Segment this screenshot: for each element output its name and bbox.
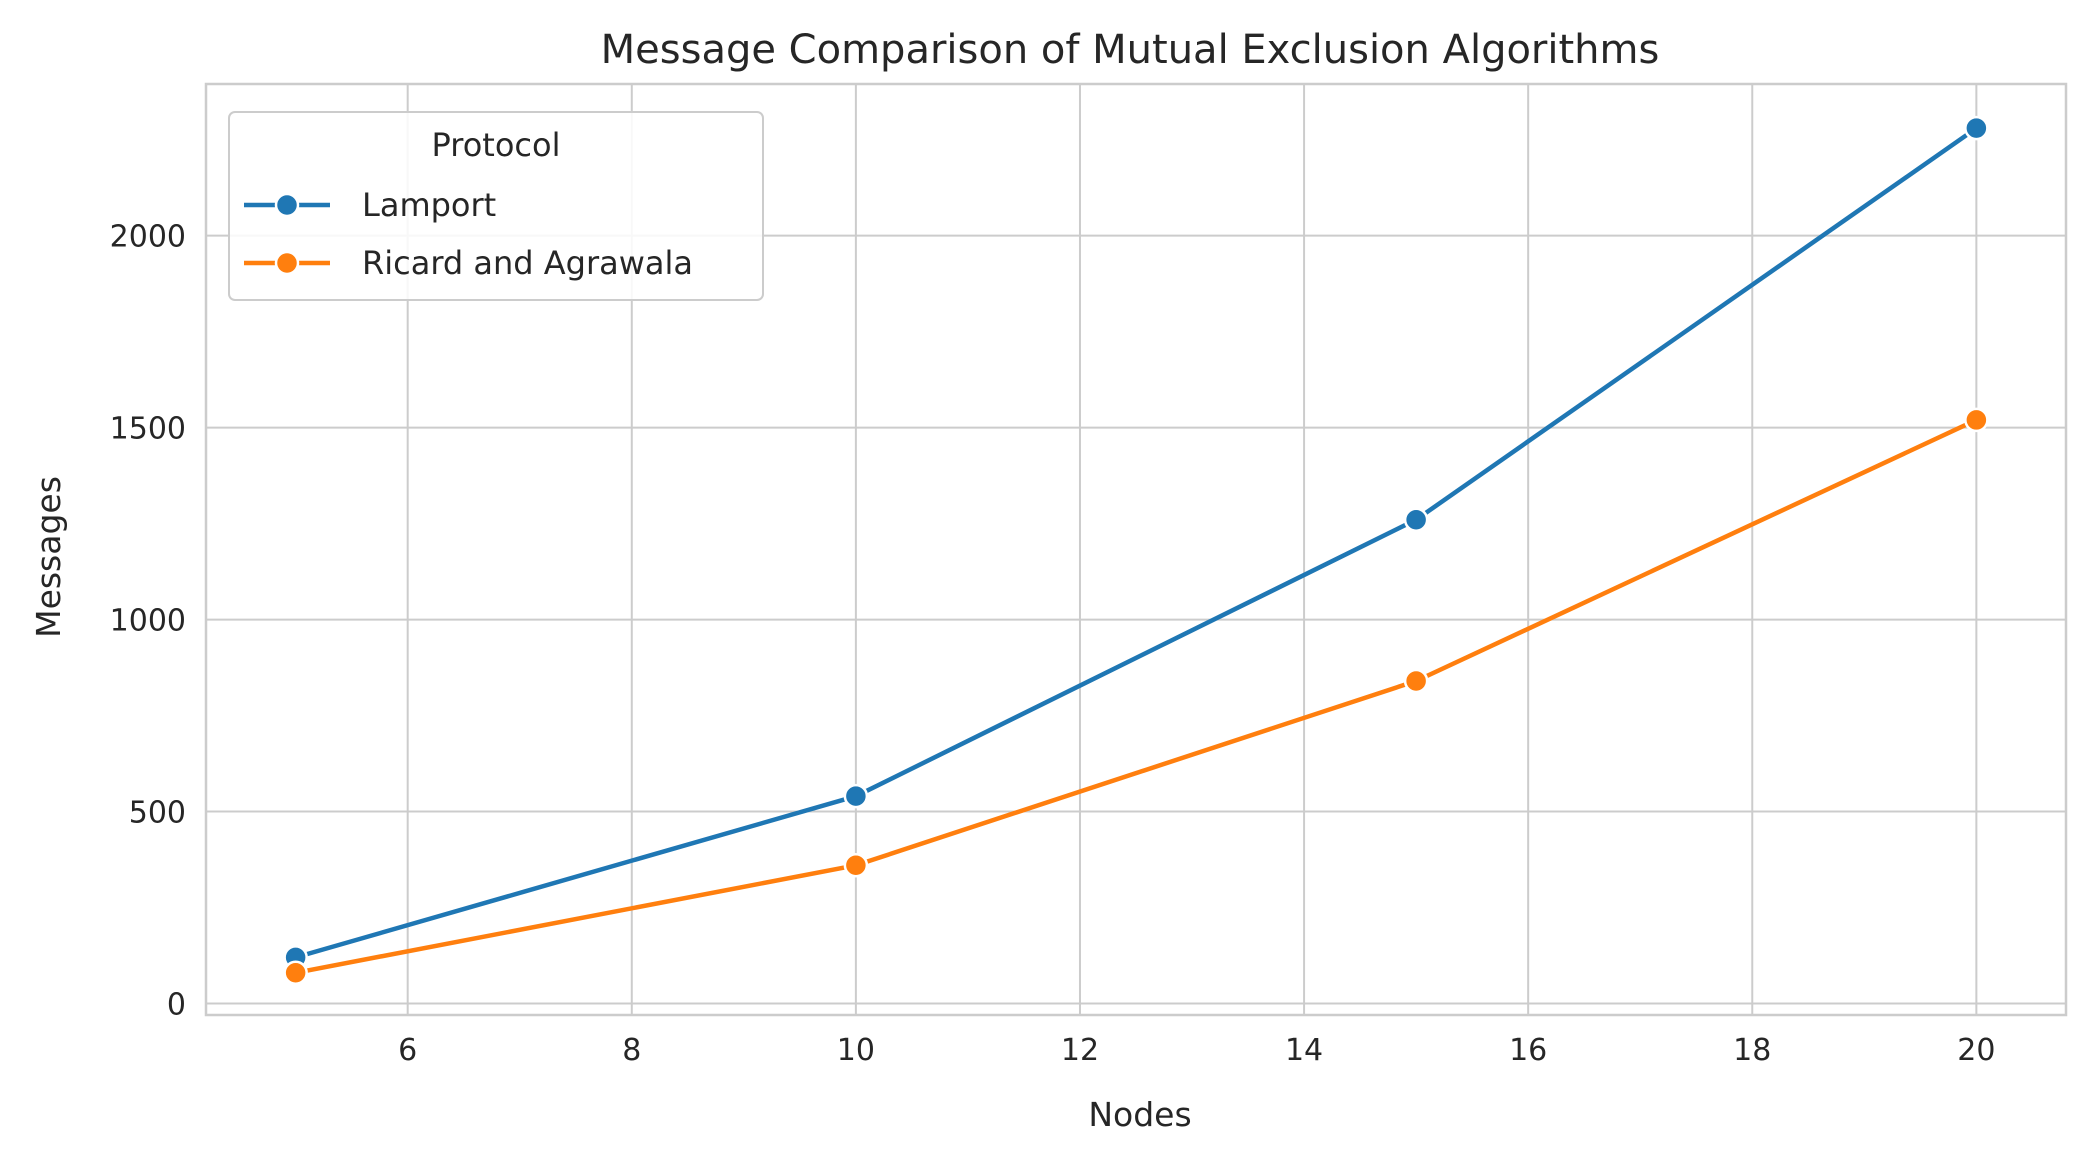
grid-lines xyxy=(206,84,2066,1015)
series-line xyxy=(293,125,1979,960)
y-tick-label: 0 xyxy=(167,987,186,1022)
x-axis-label: Nodes xyxy=(1088,1095,1191,1134)
chart-title: Message Comparison of Mutual Exclusion A… xyxy=(601,27,1660,73)
plot-frame xyxy=(204,82,2068,1017)
legend-marker xyxy=(274,250,300,276)
legend: Protocol Lamport Ricard and Agrawala xyxy=(228,111,764,301)
data-point xyxy=(843,783,869,809)
x-tick-label: 20 xyxy=(1957,1033,1995,1068)
y-axis-ticks: 0 500 1000 1500 2000 xyxy=(110,220,186,1023)
data-point xyxy=(1403,668,1429,694)
y-tick-label: 1000 xyxy=(110,604,186,639)
legend-items: Lamport Ricard and Agrawala xyxy=(244,186,693,282)
y-tick-label: 2000 xyxy=(110,220,186,255)
legend-item-1: Lamport xyxy=(244,186,496,224)
data-point xyxy=(283,960,308,986)
x-tick-label: 18 xyxy=(1733,1033,1771,1068)
x-tick-label: 14 xyxy=(1285,1033,1323,1068)
x-tick-label: 16 xyxy=(1509,1033,1547,1068)
legend-label: Ricard and Agrawala xyxy=(362,244,693,282)
series-2 xyxy=(283,407,1989,986)
y-axis-label: Messages xyxy=(29,476,68,638)
data-point xyxy=(843,853,869,878)
legend-box xyxy=(228,111,764,301)
legend-label: Lamport xyxy=(362,186,496,224)
x-tick-label: 12 xyxy=(1061,1033,1099,1068)
series-group xyxy=(283,115,1989,986)
data-point xyxy=(1964,407,1989,433)
x-tick-label: 6 xyxy=(398,1033,417,1068)
legend-item-2: Ricard and Agrawala xyxy=(244,244,693,282)
data-point xyxy=(1403,507,1429,532)
data-point xyxy=(1964,115,1989,141)
series-line xyxy=(293,417,1979,976)
y-tick-label: 1500 xyxy=(110,412,186,447)
legend-marker xyxy=(274,192,300,218)
y-tick-label: 500 xyxy=(129,796,186,831)
x-axis-ticks: 6 8 10 12 14 16 18 20 xyxy=(398,1033,1995,1068)
legend-title: Protocol xyxy=(432,126,561,164)
x-tick-label: 8 xyxy=(622,1033,641,1068)
x-tick-label: 10 xyxy=(837,1033,875,1068)
